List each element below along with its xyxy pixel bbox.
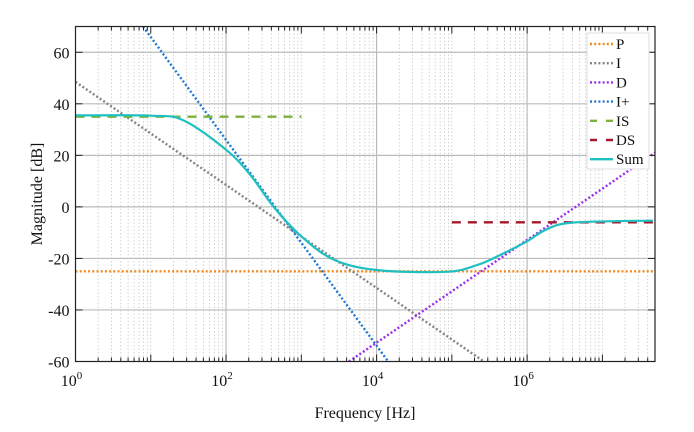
ticks — [75, 26, 656, 362]
x-tick-exponent: 4 — [378, 370, 384, 382]
y-tick-label: 20 — [54, 148, 70, 165]
y-tick-label: 0 — [62, 200, 70, 217]
x-tick-exponent: 0 — [77, 370, 83, 382]
legend-box — [586, 32, 650, 170]
series-line-sum — [75, 114, 653, 274]
legend-label-sum: Sum — [616, 152, 644, 168]
legend-label-ds: DS — [616, 133, 635, 149]
x-tick-exponent: 6 — [528, 370, 534, 382]
y-tick-labels: 60 40 20 0 -20 -40 -60 — [48, 45, 69, 371]
x-tick-label: 102 — [211, 370, 233, 390]
legend-label-is: IS — [616, 114, 629, 130]
legend: PID I+ IS DS Sum — [586, 32, 650, 170]
y-tick-label: -60 — [48, 355, 69, 372]
x-tick-label: 104 — [362, 370, 384, 390]
legend-label-i-plus: I+ — [616, 95, 629, 111]
x-tick-label: 100 — [61, 370, 83, 390]
y-tick-label: -20 — [48, 251, 69, 268]
y-tick-label: -40 — [48, 303, 69, 320]
legend-label-d: D — [616, 75, 627, 91]
series-line-i — [75, 80, 487, 362]
x-tick-exponent: 2 — [227, 370, 233, 382]
series-lines — [75, 26, 655, 362]
x-axis-label: Frequency [Hz] — [315, 405, 416, 422]
x-tick-labels: 100 102 104 106 — [61, 370, 535, 390]
legend-label-i: I — [616, 56, 621, 72]
legend-label-p: P — [616, 37, 624, 53]
y-axis-label: Magnitude [dB] — [29, 143, 46, 246]
y-tick-label: 40 — [54, 97, 70, 114]
x-tick-label: 106 — [512, 370, 534, 390]
series-line-d — [348, 151, 655, 362]
grid — [75, 26, 656, 362]
series-line-i-plus — [142, 26, 390, 362]
y-tick-label: 60 — [54, 45, 70, 62]
